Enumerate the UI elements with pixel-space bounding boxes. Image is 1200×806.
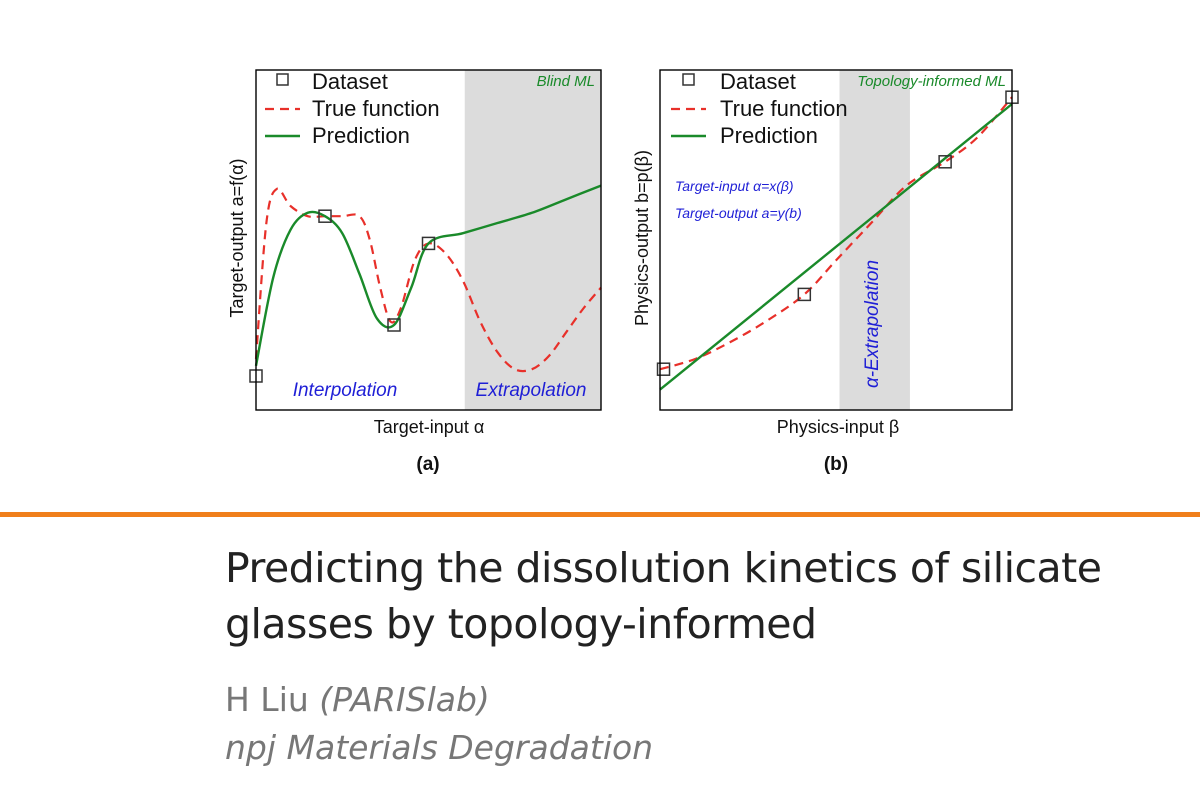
panel-b-x-axis-label: Physics-input β	[777, 417, 899, 437]
panel-b-true-function-line	[659, 96, 1013, 371]
panel-a-x-axis-label: Target-input α	[374, 417, 484, 437]
panel-a-dataset-point	[318, 209, 332, 223]
panel-a-region	[464, 70, 601, 410]
panel-a-dataset-point	[387, 318, 401, 332]
panel-b-legend-dataset: Dataset	[720, 69, 796, 94]
panel-b-target-input-note: Target-input α=x(β)	[675, 178, 794, 194]
panel-b-legend-prediction: Prediction	[720, 123, 818, 148]
panel-a-legend-dataset-swatch	[276, 73, 289, 86]
panel-a-panel-label: (a)	[416, 454, 439, 475]
panel-a-legend-true-function: True function	[312, 96, 440, 121]
panel-a-region-label: Blind ML	[537, 73, 595, 90]
author-line: H Liu (PARISlab)	[225, 678, 490, 722]
panel-a-y-axis-label: Target-output a=f(α)	[227, 159, 247, 318]
figure: Blind ML Interpolation Extrapolation Tar…	[227, 69, 1019, 475]
panel-b: Topology-informed ML α-Extrapolation Tar…	[632, 69, 1019, 475]
panel-b-target-output-note: Target-output a=y(b)	[675, 205, 802, 221]
panel-b-region-label: Topology-informed ML	[857, 73, 1006, 90]
panel-a-legend-dataset: Dataset	[312, 69, 388, 94]
panel-b-dataset-point	[656, 362, 671, 376]
panel-a: Blind ML Interpolation Extrapolation Tar…	[227, 69, 602, 475]
panel-b-panel-label: (b)	[824, 454, 848, 475]
panel-b-y-axis-label: Physics-output b=p(β)	[632, 150, 652, 326]
journal-name: npj Materials Degradation	[225, 728, 654, 767]
panel-b-prediction-line	[659, 103, 1013, 391]
author-name: H Liu	[225, 680, 309, 719]
panel-a-prediction-line	[254, 184, 602, 367]
panel-a-dataset-point	[421, 236, 436, 251]
panel-a-extrapolation-label: Extrapolation	[476, 380, 587, 401]
panel-a-frame	[255, 69, 602, 411]
orange-divider	[0, 512, 1200, 517]
panel-b-region	[839, 70, 910, 410]
panel-b-dataset-point	[938, 155, 952, 169]
panel-b-legend-true-function: True function	[720, 96, 848, 121]
panel-b-legend-dataset-swatch	[682, 73, 695, 86]
author-affiliation: (PARISlab)	[319, 680, 490, 719]
panel-b-legend: Dataset True function Prediction	[671, 69, 848, 148]
panel-a-legend: Dataset True function Prediction	[265, 69, 440, 148]
article-title[interactable]: Predicting the dissolution kinetics of s…	[225, 544, 1102, 648]
panel-a-legend-prediction: Prediction	[312, 123, 410, 148]
panel-a-true-function-line	[254, 187, 602, 373]
panel-a-interpolation-label: Interpolation	[293, 380, 398, 401]
panel-b-dataset-point	[797, 287, 812, 302]
panel-b-frame	[659, 69, 1013, 411]
panel-b-extrapolation-label: α-Extrapolation	[862, 260, 883, 388]
panel-b-dataset-markers	[656, 90, 1019, 376]
